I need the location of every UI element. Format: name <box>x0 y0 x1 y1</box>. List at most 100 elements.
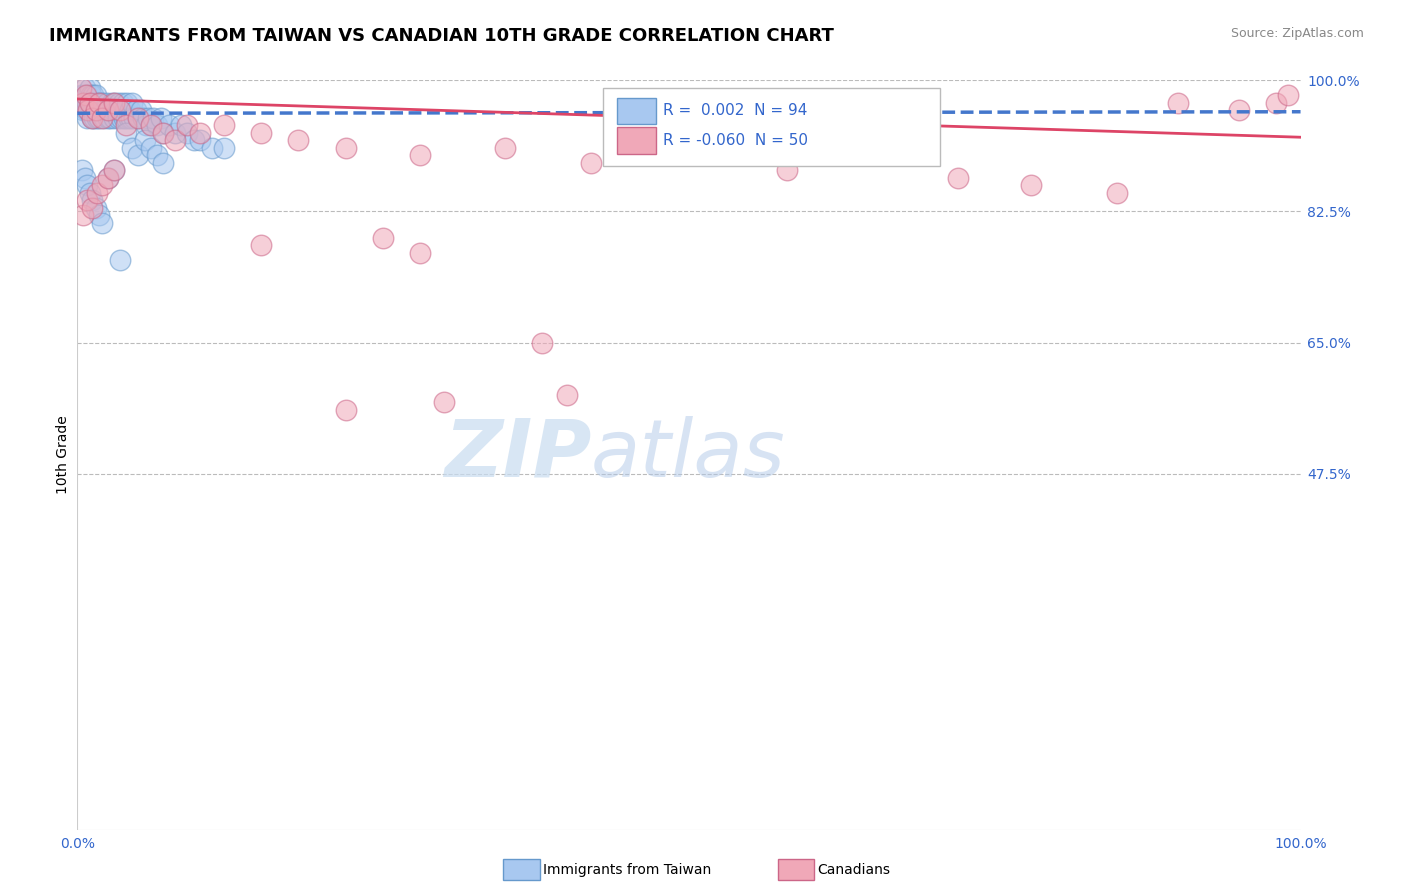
Point <box>76 111 98 125</box>
Point <box>115 111 138 125</box>
Point <box>105 103 128 118</box>
Point <box>107 111 129 125</box>
Point <box>250 238 273 252</box>
Point <box>73 95 96 110</box>
Point <box>212 141 235 155</box>
Point <box>287 133 309 147</box>
Point <box>176 118 198 132</box>
Point <box>115 126 138 140</box>
Point <box>139 118 162 132</box>
Point <box>1229 103 1251 118</box>
Point <box>90 216 112 230</box>
Point <box>89 208 111 222</box>
Point <box>103 111 125 125</box>
Point <box>165 126 187 140</box>
Point <box>98 103 121 118</box>
Point <box>75 88 97 103</box>
Text: Immigrants from Taiwan: Immigrants from Taiwan <box>543 863 711 877</box>
Point <box>409 148 432 162</box>
Point <box>114 103 136 118</box>
Point <box>111 95 134 110</box>
Point <box>77 103 100 118</box>
Point <box>108 103 131 118</box>
Point <box>1265 95 1288 110</box>
Point <box>108 95 131 110</box>
Point <box>80 111 103 125</box>
Point <box>98 111 121 125</box>
Point <box>86 95 108 110</box>
Point <box>90 111 112 125</box>
Point <box>152 155 174 169</box>
Text: ZIP: ZIP <box>444 416 591 494</box>
Point <box>94 103 117 118</box>
Point <box>122 111 145 125</box>
Point <box>117 95 139 110</box>
Point <box>103 95 125 110</box>
Text: Canadians: Canadians <box>817 863 890 877</box>
Point <box>495 141 517 155</box>
Point <box>90 178 112 193</box>
Point <box>120 111 142 125</box>
Point <box>96 95 118 110</box>
Point <box>80 95 103 110</box>
Point <box>79 80 101 95</box>
Point <box>90 95 112 110</box>
Point <box>555 388 578 402</box>
Point <box>76 95 98 110</box>
Point <box>80 103 103 118</box>
Point <box>79 186 101 200</box>
Point <box>69 95 91 110</box>
Point <box>188 133 211 147</box>
Point <box>72 208 94 222</box>
Point <box>127 111 149 125</box>
Point <box>90 103 112 118</box>
Point <box>108 103 131 118</box>
Point <box>110 111 132 125</box>
Point <box>112 111 135 125</box>
Text: R = -0.060  N = 50: R = -0.060 N = 50 <box>664 133 808 148</box>
Point <box>1277 88 1299 103</box>
Point <box>76 193 98 207</box>
Point <box>127 148 149 162</box>
Point <box>121 141 143 155</box>
Point <box>170 118 193 132</box>
Point <box>862 133 884 147</box>
Point <box>100 95 122 110</box>
Point <box>136 111 159 125</box>
Point <box>101 103 124 118</box>
Point <box>129 103 152 118</box>
Point <box>93 111 115 125</box>
Point <box>212 118 235 132</box>
Point <box>104 95 127 110</box>
Point <box>125 103 148 118</box>
Point <box>409 245 432 260</box>
Point <box>135 118 157 132</box>
Point <box>72 88 94 103</box>
Point <box>84 88 107 103</box>
Point <box>1021 178 1043 193</box>
Point <box>86 111 108 125</box>
Point <box>776 163 799 178</box>
Point <box>70 88 93 103</box>
Point <box>152 126 174 140</box>
Point <box>70 163 93 178</box>
Point <box>132 111 155 125</box>
Point <box>118 103 141 118</box>
Text: IMMIGRANTS FROM TAIWAN VS CANADIAN 10TH GRADE CORRELATION CHART: IMMIGRANTS FROM TAIWAN VS CANADIAN 10TH … <box>49 27 834 45</box>
Point <box>73 170 96 185</box>
Point <box>946 170 969 185</box>
Point <box>149 111 172 125</box>
Y-axis label: 10th Grade: 10th Grade <box>56 416 70 494</box>
Point <box>433 395 456 409</box>
Point <box>127 111 149 125</box>
Point <box>83 111 105 125</box>
Point <box>139 118 162 132</box>
Point <box>84 201 107 215</box>
Point <box>157 118 180 132</box>
Point <box>70 95 93 110</box>
Point <box>77 103 100 118</box>
Point <box>146 118 169 132</box>
Point <box>84 103 107 118</box>
Point <box>134 133 156 147</box>
Point <box>103 163 125 178</box>
